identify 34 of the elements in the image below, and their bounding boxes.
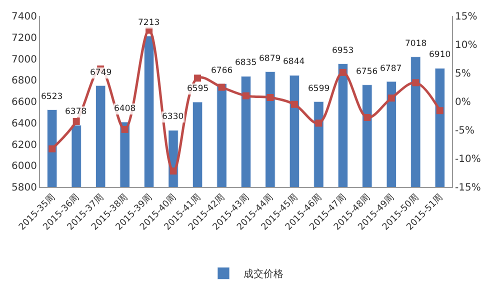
y-tick-label: 6000 bbox=[12, 161, 37, 172]
data-label: 6879 bbox=[259, 54, 281, 64]
y-tick-label: 7200 bbox=[12, 32, 37, 44]
y-tick-label: 6400 bbox=[12, 118, 37, 130]
y2-tick-label: 5% bbox=[455, 68, 471, 80]
y-tick-label: 7000 bbox=[12, 54, 37, 66]
data-label: 7018 bbox=[405, 39, 427, 49]
y-tick-label: 6600 bbox=[12, 97, 37, 108]
legend-label: 成交价格 bbox=[244, 268, 284, 280]
y2-tick-label: -10% bbox=[455, 154, 481, 165]
data-label: 6766 bbox=[211, 66, 233, 76]
y-tick-label: 7400 bbox=[12, 12, 37, 22]
y2-tick-label: 10% bbox=[455, 40, 478, 51]
data-label: 6749 bbox=[90, 68, 112, 78]
data-label: 6523 bbox=[41, 92, 63, 102]
data-label: 6595 bbox=[187, 84, 209, 94]
data-label: 6953 bbox=[332, 46, 354, 56]
data-label: 6787 bbox=[380, 64, 402, 74]
data-label: 6599 bbox=[308, 84, 330, 94]
data-label: 6910 bbox=[429, 50, 451, 60]
data-label: 6330 bbox=[162, 112, 184, 122]
y2-tick-label: 15% bbox=[455, 12, 478, 22]
y-tick-label: 5800 bbox=[12, 182, 37, 194]
data-label: 7213 bbox=[138, 18, 160, 28]
y-tick-label: 6200 bbox=[12, 140, 37, 151]
data-label: 6756 bbox=[356, 67, 378, 77]
data-label: 6378 bbox=[65, 107, 87, 117]
data-label: 6408 bbox=[114, 104, 136, 114]
data-label: 6835 bbox=[235, 58, 257, 68]
data-label: 6844 bbox=[283, 57, 305, 67]
y2-tick-label: 0% bbox=[455, 97, 471, 108]
y-tick-label: 6800 bbox=[12, 76, 37, 87]
y2-tick-label: -15% bbox=[455, 182, 481, 194]
y2-tick-label: -5% bbox=[455, 126, 474, 136]
